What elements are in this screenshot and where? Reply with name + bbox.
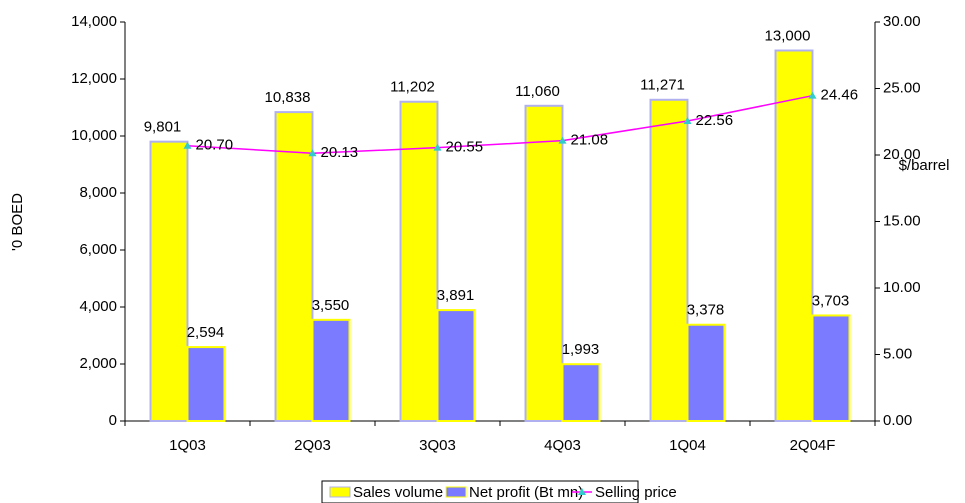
- y-tick-label: 12,000: [71, 70, 117, 87]
- y2-tick-label: 25.00: [883, 79, 921, 96]
- data-label: 1,993: [562, 341, 600, 358]
- legend-label: Selling price: [595, 484, 677, 501]
- x-tick-label: 4Q03: [544, 437, 581, 454]
- bar: [524, 104, 564, 422]
- bar: [649, 98, 689, 423]
- legend-marker: [578, 488, 586, 495]
- x-tick-label: 1Q04: [669, 437, 706, 454]
- data-label: 11,060: [515, 83, 560, 100]
- y-tick-label: 8,000: [79, 184, 117, 201]
- legend-swatch: [445, 486, 467, 498]
- y2-tick-label: 20.00: [883, 146, 921, 163]
- data-label: 24.46: [821, 87, 859, 104]
- marker: [808, 91, 817, 99]
- legend-swatch: [329, 486, 351, 498]
- data-label: 11,202: [390, 79, 435, 96]
- data-label: 3,891: [437, 287, 475, 304]
- y-tick-label: 6,000: [79, 241, 117, 258]
- y2-tick-label: 5.00: [883, 345, 912, 362]
- bar: [274, 111, 314, 422]
- bar: [686, 323, 726, 422]
- marker: [683, 116, 692, 124]
- bar: [774, 49, 814, 422]
- x-tick-label: 2Q04F: [790, 437, 836, 454]
- y2-tick-label: 0.00: [883, 412, 912, 429]
- legend-label: Sales volume: [353, 484, 443, 501]
- y-tick-label: 2,000: [79, 355, 117, 372]
- y-tick-label: 14,000: [71, 13, 117, 30]
- data-label: 3,703: [812, 292, 850, 309]
- data-label: 13,000: [765, 27, 811, 44]
- data-label: 2,594: [187, 324, 225, 341]
- marker: [558, 136, 567, 144]
- marker: [308, 149, 317, 157]
- data-label: 10,838: [265, 89, 311, 106]
- data-label: 21.08: [571, 132, 609, 149]
- y2-axis-label: $/barrel: [899, 157, 950, 174]
- data-label: 22.56: [696, 112, 734, 129]
- marker: [183, 141, 192, 149]
- data-label: 9,801: [144, 119, 182, 136]
- data-label: 3,378: [687, 302, 725, 319]
- data-label: 20.13: [321, 144, 359, 161]
- data-label: 11,271: [640, 77, 685, 94]
- y2-tick-label: 10.00: [883, 279, 921, 296]
- bar: [149, 140, 189, 422]
- x-tick-label: 3Q03: [419, 437, 456, 454]
- bar: [186, 346, 226, 423]
- bar: [811, 314, 851, 423]
- y2-tick-label: 30.00: [883, 13, 921, 30]
- x-tick-label: 1Q03: [169, 437, 206, 454]
- data-label: 3,550: [312, 297, 350, 314]
- y-tick-label: 0: [109, 412, 117, 429]
- bar: [436, 309, 476, 423]
- x-tick-label: 2Q03: [294, 437, 331, 454]
- y2-tick-label: 15.00: [883, 212, 921, 229]
- y-axis-label: '0 BOED: [9, 193, 26, 251]
- y-tick-label: 10,000: [71, 127, 117, 144]
- y-tick-label: 4,000: [79, 298, 117, 315]
- bar: [311, 318, 351, 423]
- bar: [561, 363, 601, 422]
- data-label: 20.55: [446, 139, 484, 156]
- legend-label: Net profit (Bt mn): [469, 484, 583, 501]
- line: [187, 94, 813, 155]
- legend-box: [321, 480, 639, 503]
- data-label: 20.70: [196, 137, 234, 154]
- bar: [399, 100, 439, 422]
- marker: [433, 143, 442, 151]
